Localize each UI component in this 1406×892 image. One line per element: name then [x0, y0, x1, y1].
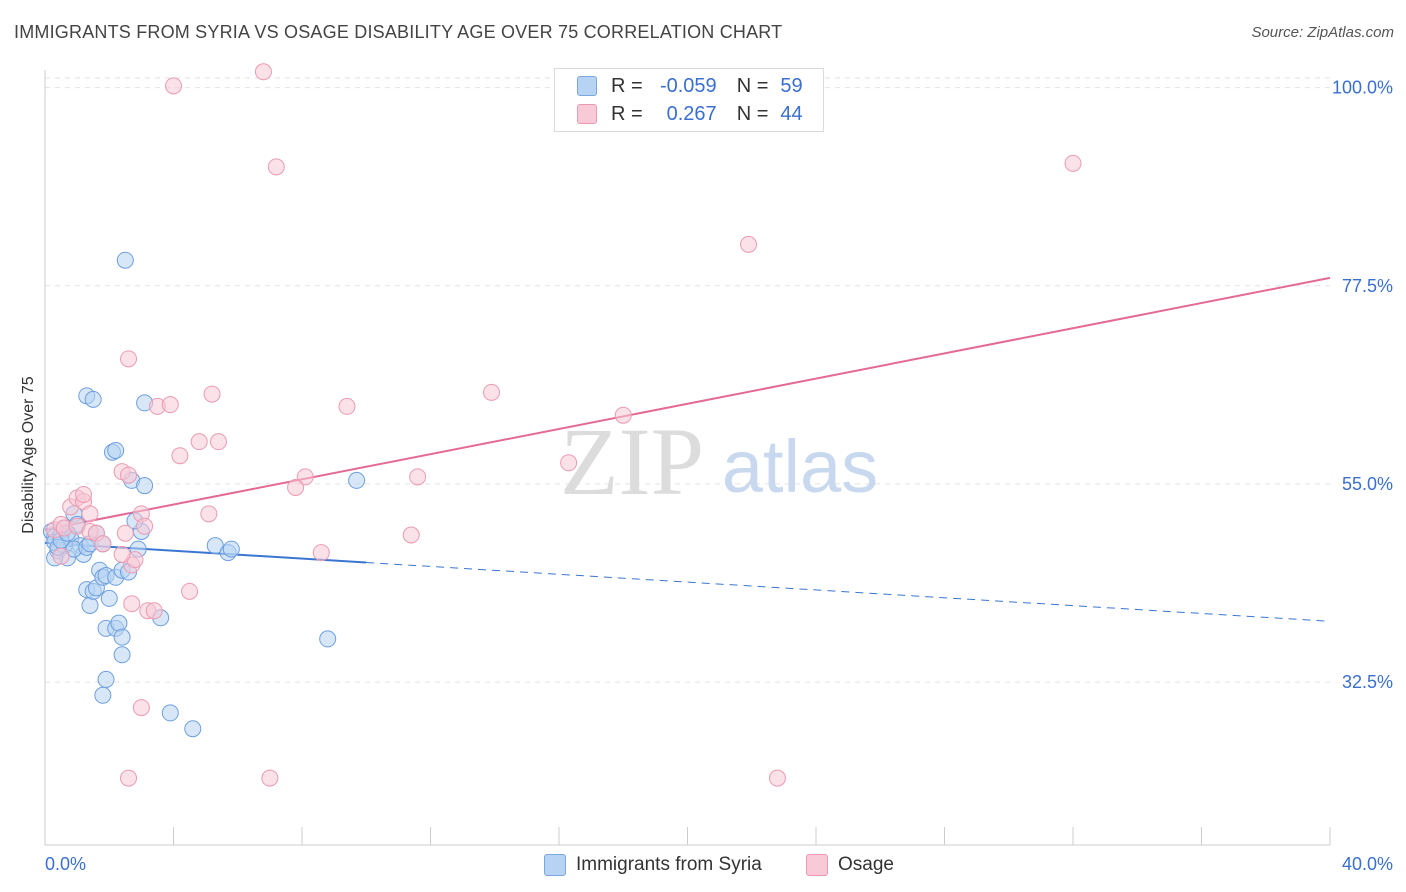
stats-legend: R = -0.059 N = 59 R = 0.267 N = 44 [554, 68, 824, 132]
point-syria [161, 704, 179, 722]
source-credit: Source: ZipAtlas.com [1251, 24, 1394, 41]
point-syria [184, 720, 202, 738]
point-osage [161, 396, 179, 414]
point-syria [84, 390, 102, 408]
point-syria [348, 471, 366, 489]
legend-r-label: R = [611, 74, 643, 97]
y-axis-label: Disability Age Over 75 [20, 376, 37, 534]
bottom-legend-swatch-syria [544, 854, 566, 876]
point-syria [110, 614, 128, 632]
point-osage [312, 544, 330, 562]
point-osage [190, 433, 208, 451]
legend-n-value: 44 [780, 102, 803, 125]
point-osage [338, 397, 356, 415]
point-syria [136, 477, 154, 495]
point-syria [107, 441, 125, 459]
axes [44, 70, 1331, 846]
y-tick-label: 100.0% [1332, 78, 1393, 98]
point-osage [113, 545, 131, 563]
bottom-legend-osage: Osage [806, 852, 894, 878]
legend-swatch-syria [577, 76, 597, 96]
point-osage [120, 769, 138, 787]
legend-r-value: -0.059 [659, 74, 717, 97]
point-osage [165, 77, 182, 95]
point-osage [203, 385, 221, 403]
point-osage [181, 582, 199, 600]
point-syria [100, 589, 118, 607]
chart-title: IMMIGRANTS FROM SYRIA VS OSAGE DISABILIT… [14, 22, 783, 42]
point-osage [52, 547, 70, 565]
point-osage [1064, 154, 1082, 172]
point-osage [296, 468, 314, 486]
point-osage [209, 433, 227, 451]
legend-r-label: R = [611, 102, 643, 125]
point-osage [171, 447, 189, 465]
point-osage [768, 769, 786, 787]
point-osage [267, 158, 285, 176]
point-osage [409, 468, 427, 486]
bottom-legend-label-osage: Osage [838, 854, 894, 875]
point-osage [136, 517, 154, 535]
point-osage [261, 769, 279, 787]
point-syria [113, 646, 131, 664]
point-syria [94, 686, 112, 704]
point-osage [94, 535, 112, 553]
legend-n-label: N = [736, 102, 769, 125]
point-osage [483, 383, 501, 401]
point-syria [206, 537, 224, 555]
point-syria [81, 596, 99, 614]
point-osage [402, 526, 420, 544]
point-osage [123, 595, 141, 613]
point-osage [560, 454, 578, 472]
tick-labels: 32.5% 55.0% 77.5% 100.0% 0.0% 40.0% [45, 78, 1393, 874]
trend-line-syria-dashed [366, 562, 1331, 622]
point-osage [287, 478, 305, 496]
legend-swatch-osage [577, 104, 597, 124]
x-tick-label: 40.0% [1342, 854, 1393, 874]
y-tick-label: 32.5% [1342, 672, 1393, 692]
data-points [42, 63, 1082, 787]
legend-row-syria: R = -0.059 N = 59 [577, 73, 810, 99]
legend-row-osage: R = 0.267 N = 44 [577, 101, 810, 127]
bottom-legend-swatch-osage [806, 854, 828, 876]
point-syria [97, 670, 115, 688]
point-syria [319, 630, 337, 648]
point-osage [120, 466, 138, 484]
legend-n-value: 59 [780, 74, 803, 97]
point-syria [116, 251, 134, 269]
legend-r-value: 0.267 [666, 102, 717, 125]
point-osage [116, 524, 134, 542]
point-osage [254, 63, 272, 81]
point-osage [120, 350, 138, 368]
point-osage [145, 602, 163, 620]
y-tick-label: 55.0% [1342, 474, 1393, 494]
y-tick-label: 77.5% [1342, 276, 1393, 296]
trend-line-osage [44, 276, 1331, 531]
point-syria [222, 540, 240, 558]
point-osage [200, 505, 218, 523]
watermark-atlas: atlas [722, 425, 878, 508]
point-osage [132, 699, 150, 717]
point-osage [740, 235, 758, 253]
legend-n-label: N = [736, 74, 769, 97]
point-osage [614, 406, 632, 424]
watermark-zip: ZIP [560, 408, 704, 515]
point-osage [75, 485, 93, 503]
bottom-legend-syria: Immigrants from Syria [544, 852, 762, 878]
bottom-legend-label-syria: Immigrants from Syria [576, 854, 762, 875]
point-syria [113, 628, 131, 646]
point-osage [81, 505, 99, 523]
grid-lines [45, 77, 1330, 683]
x-tick-label: 0.0% [45, 854, 86, 874]
